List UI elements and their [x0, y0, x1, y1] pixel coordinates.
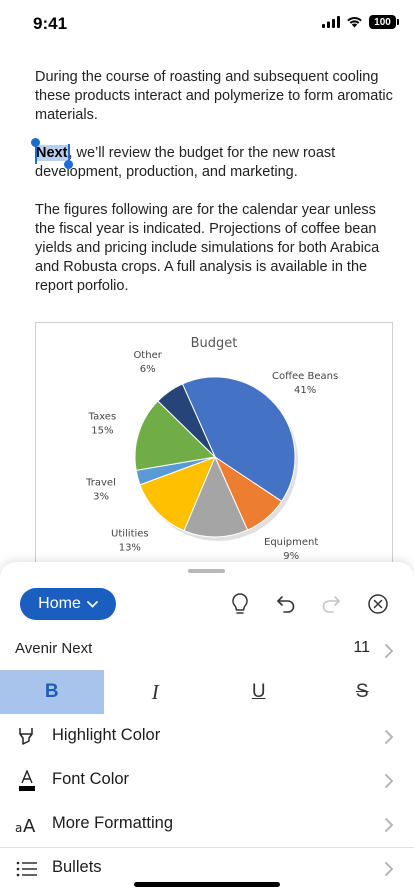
status-time: 9:41 [33, 14, 68, 33]
pie-slice-marketing [183, 455, 249, 538]
pie-slice-coffee-beans [181, 376, 296, 502]
chevron-right-icon [385, 818, 394, 832]
menu-label: More Formatting [52, 814, 174, 832]
pie-slice-other [157, 383, 216, 458]
pie-slice-taxes [134, 400, 217, 471]
chevron-right-icon [385, 730, 394, 744]
selected-word[interactable]: Next [31, 138, 74, 169]
cellular-signal-icon [322, 16, 340, 28]
chart-title: Budget [191, 336, 238, 351]
redo-icon [318, 591, 344, 617]
pie-label-category: Travel [85, 478, 116, 489]
chevron-down-icon [86, 600, 98, 608]
bullet-list-icon [15, 858, 39, 880]
undo-icon[interactable] [273, 591, 299, 617]
pie-slice-utilities [139, 456, 216, 532]
budget-chart[interactable]: Budget Coffee Beans41%Equipment9%Marketi… [35, 322, 393, 572]
selected-word-text: Next [36, 145, 68, 161]
paragraph-budget-intro-text: , we’ll review the budget for the new ro… [35, 145, 336, 180]
formatting-sheet[interactable]: Home Avenir Next 11 B I U S Highlight Co… [0, 562, 414, 896]
home-indicator [134, 882, 280, 887]
battery-icon: 100 [369, 15, 399, 29]
menu-label: Font Color [52, 770, 130, 788]
pie-label-category: Equipment [264, 537, 318, 548]
svg-text:a: a [15, 821, 22, 835]
home-tab-label: Home [38, 595, 81, 612]
pie-label-category: Taxes [88, 412, 117, 423]
chevron-right-icon [385, 774, 394, 788]
sheet-grabber[interactable] [188, 569, 225, 573]
text-style-row: B I U S [0, 670, 414, 714]
clipped-previous-line [35, 30, 397, 46]
font-selector-row[interactable]: Avenir Next 11 [0, 632, 414, 670]
wifi-icon [347, 17, 362, 28]
pie-label-category: Other [133, 350, 162, 361]
font-size: 11 [353, 639, 370, 656]
pie-label-value: 13% [119, 543, 141, 554]
close-icon[interactable] [365, 591, 391, 617]
svg-text:A: A [23, 816, 36, 836]
font-color-icon [15, 770, 39, 792]
menu-label: Bullets [52, 858, 102, 876]
strikethrough-button[interactable]: S [355, 681, 369, 702]
menu-divider [0, 847, 414, 848]
pie-label-category: Utilities [111, 529, 149, 540]
selection-start-handle[interactable] [31, 138, 40, 164]
pie-label-category: Coffee Beans [272, 371, 338, 382]
lightbulb-icon[interactable] [227, 591, 253, 617]
status-icons: 100 [322, 15, 399, 29]
menu-item-highlight-color[interactable]: Highlight Color [0, 714, 414, 758]
paragraph-budget-intro[interactable]: Next, we’ll review the budget for the ne… [31, 138, 397, 182]
chevron-right-icon [385, 862, 394, 876]
highlighter-icon [15, 726, 39, 748]
budget-pie-chart: Budget Coffee Beans41%Equipment9%Marketi… [85, 336, 338, 571]
selection-end-handle[interactable] [64, 144, 74, 169]
underline-button[interactable]: U [251, 681, 266, 702]
menu-item-font-color[interactable]: Font Color [0, 758, 414, 802]
pie-label-value: 15% [91, 426, 113, 437]
menu-label: Highlight Color [52, 726, 161, 744]
chevron-right-icon [385, 644, 394, 658]
document-body[interactable]: During the course of roasting and subseq… [31, 30, 397, 315]
bold-button[interactable]: B [0, 670, 104, 714]
pie-label-value: 41% [294, 385, 316, 396]
pie-label-value: 6% [140, 364, 156, 375]
italic-button[interactable]: I [151, 679, 159, 704]
pie-label-value: 9% [283, 551, 299, 562]
menu-item-bullets[interactable]: Bullets [0, 846, 414, 890]
status-bar: 9:41 100 [0, 0, 414, 46]
battery-level: 100 [374, 16, 391, 28]
pie-label-value: 3% [93, 492, 109, 503]
font-name: Avenir Next [15, 640, 93, 657]
paragraph-roasting[interactable]: During the course of roasting and subseq… [35, 69, 393, 123]
home-tab-button[interactable]: Home [20, 588, 116, 620]
paragraph-figures[interactable]: The figures following are for the calend… [35, 202, 380, 294]
